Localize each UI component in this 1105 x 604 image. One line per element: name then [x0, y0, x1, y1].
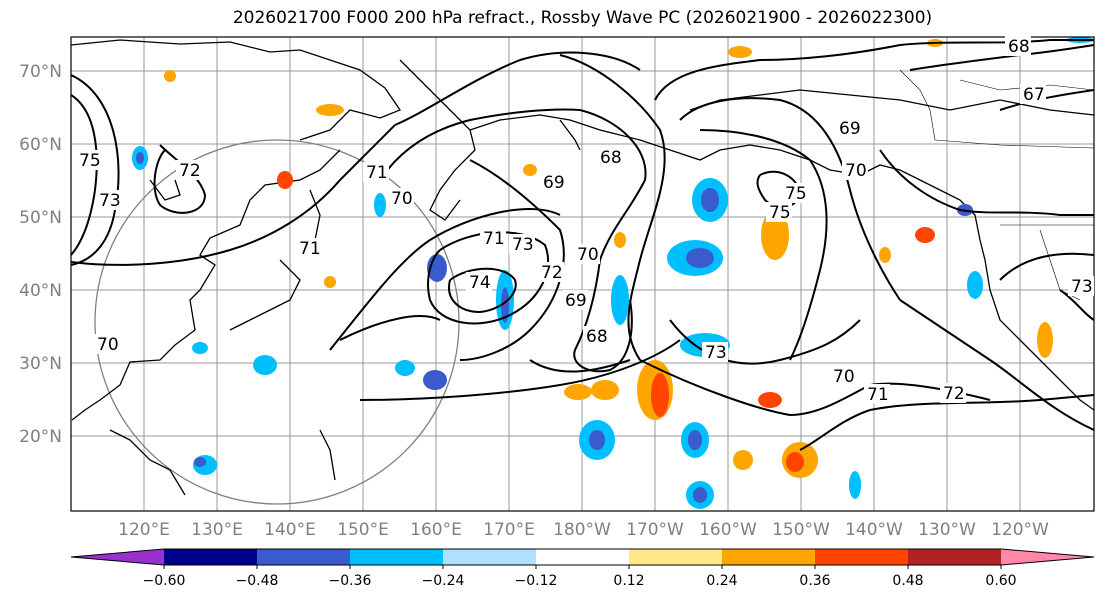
colorbar-tick-label: −0.60: [143, 573, 186, 589]
colorbar-segment: [164, 549, 258, 565]
contour-label: 75: [785, 184, 807, 204]
contour-label: 69: [839, 119, 861, 139]
lon-label: 140°E: [264, 520, 316, 540]
lat-label: 70°N: [19, 62, 62, 82]
lon-label: 150°E: [337, 520, 389, 540]
contour-label: 70: [391, 189, 413, 209]
lon-label: 130°E: [191, 520, 243, 540]
colorbar: −0.60 −0.48 −0.36 −0.24 −0.12 0.12 0.24 0.36 0.4…: [70, 548, 1095, 589]
contour-label: 69: [565, 291, 587, 311]
contour-labels: 68 67 69 70 75 73 72 71 70 69 68 75 75 7…: [76, 36, 1094, 405]
contour-label: 73: [705, 343, 727, 363]
lon-label: 170°W: [626, 520, 684, 540]
lon-label: 160°W: [699, 520, 757, 540]
colorbar-segment: [722, 549, 816, 565]
lon-label: 150°W: [772, 520, 830, 540]
contour-label: 75: [79, 151, 101, 171]
contour-label: 68: [1008, 37, 1030, 57]
contour-label: 69: [543, 173, 565, 193]
colorbar-tick-label: −0.36: [329, 573, 372, 589]
colorbar-tick-label: −0.24: [422, 573, 465, 589]
lat-label: 50°N: [19, 208, 62, 228]
lon-label: 130°W: [918, 520, 976, 540]
lat-label: 30°N: [19, 354, 62, 374]
colorbar-tick-label: 0.24: [706, 573, 737, 589]
contour-label: 71: [483, 229, 505, 249]
contour-label: 70: [577, 245, 599, 265]
contour-label: 70: [845, 161, 867, 181]
contour-label: 71: [299, 239, 321, 259]
longitude-axis: 120°E 130°E 140°E 150°E 160°E 170°E 180°…: [118, 520, 1049, 540]
lon-label: 180°W: [553, 520, 611, 540]
colorbar-extend-max: [1001, 549, 1094, 565]
contour-label: 71: [366, 163, 388, 183]
colorbar-segment: [815, 549, 909, 565]
colorbar-tick-label: 0.12: [613, 573, 644, 589]
lat-label: 60°N: [19, 135, 62, 155]
contour-label: 73: [512, 235, 534, 255]
lon-label: 160°E: [410, 520, 462, 540]
contour-label: 71: [867, 385, 889, 405]
colorbar-tick-label: 0.60: [985, 573, 1016, 589]
colorbar-tick-label: 0.36: [799, 573, 830, 589]
colorbar-tick-label: −0.48: [236, 573, 279, 589]
contour-label: 73: [99, 191, 121, 211]
colorbar-segment: [443, 549, 537, 565]
contour-label: 70: [97, 335, 119, 355]
contour-label: 68: [586, 327, 608, 347]
lon-label: 140°W: [845, 520, 903, 540]
coastlines: [71, 39, 1094, 496]
contour-label: 67: [1023, 85, 1045, 105]
lon-label: 120°E: [118, 520, 170, 540]
lat-label: 20°N: [19, 427, 62, 447]
contour-label: 72: [541, 263, 563, 283]
lat-label: 40°N: [19, 281, 62, 301]
colorbar-segment: [536, 549, 630, 565]
contour-label: 68: [600, 148, 622, 168]
lon-label: 170°E: [483, 520, 535, 540]
colorbar-tick-label: −0.12: [515, 573, 558, 589]
contour-label: 75: [769, 203, 791, 223]
contour-label: 72: [943, 384, 965, 404]
lon-label: 120°W: [991, 520, 1049, 540]
map-title: 2026021700 F000 200 hPa refract., Rossby…: [232, 8, 933, 28]
colorbar-segment: [629, 549, 723, 565]
map-border: [70, 36, 1095, 512]
colorbar-segment: [908, 549, 1002, 565]
contour-label: 73: [1071, 277, 1093, 297]
contour-label: 72: [179, 161, 201, 181]
colorbar-segment: [350, 549, 444, 565]
contour-label: 74: [469, 273, 491, 293]
colorbar-segment: [257, 549, 351, 565]
contour-label: 70: [833, 367, 855, 387]
colorbar-extend-min: [71, 549, 164, 565]
colorbar-tick-label: 0.48: [892, 573, 923, 589]
latitude-axis: 70°N 60°N 50°N 40°N 30°N 20°N: [19, 62, 62, 447]
shaded-anomalies: [132, 37, 1094, 509]
